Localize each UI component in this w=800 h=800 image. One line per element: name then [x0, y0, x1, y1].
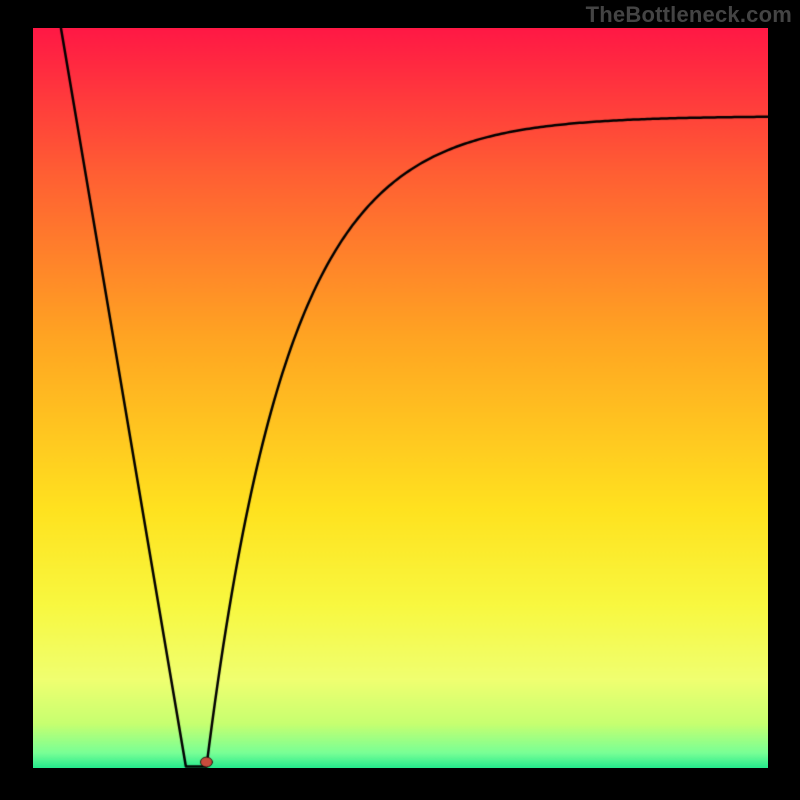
outer-frame: TheBottleneck.com [0, 0, 800, 800]
attribution-label: TheBottleneck.com [586, 2, 792, 28]
bottleneck-chart [33, 28, 768, 768]
